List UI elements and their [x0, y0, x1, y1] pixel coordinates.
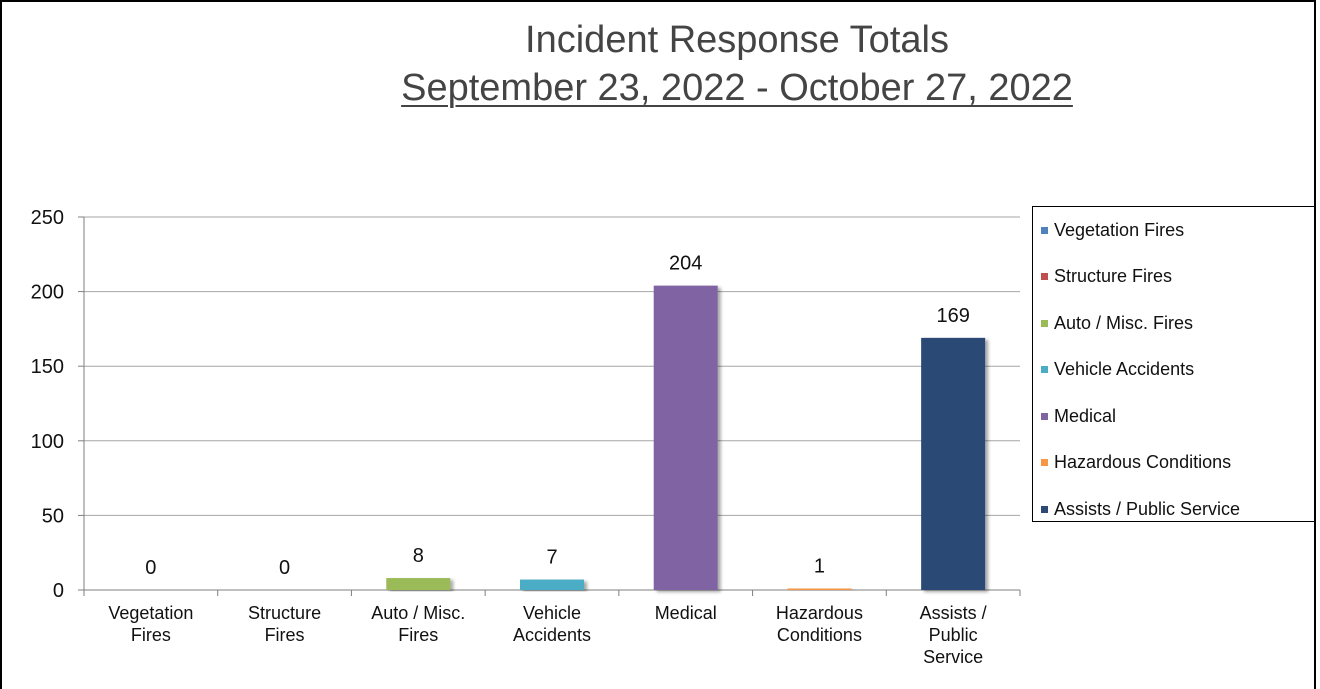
legend-label: Assists / Public Service: [1054, 498, 1241, 519]
legend-item: Auto / Misc. Fires: [1041, 312, 1193, 334]
x-tick-label: Structure: [248, 603, 321, 623]
y-tick-label: 50: [42, 505, 64, 527]
x-tick-label: Vegetation: [108, 603, 193, 623]
legend-label: Structure Fires: [1054, 266, 1173, 286]
x-tick-label: Medical: [655, 603, 717, 623]
legend-swatch: [1041, 459, 1048, 466]
x-tick-label: Fires: [398, 625, 438, 645]
y-tick-label: 0: [53, 580, 64, 602]
x-tick-label: Hazardous: [776, 603, 863, 623]
legend-item: Vegetation Fires: [1041, 219, 1184, 241]
bar: [386, 578, 451, 590]
x-tick-label: Conditions: [777, 625, 862, 645]
data-label: 0: [279, 557, 290, 579]
chart-title: Incident Response Totals: [525, 19, 949, 61]
y-tick-label: 150: [31, 356, 64, 378]
legend-item: Medical: [1041, 405, 1116, 427]
x-tick-label: Fires: [265, 625, 305, 645]
data-label: 8: [413, 545, 424, 567]
x-tick-label: Auto / Misc.: [371, 603, 465, 623]
legend-item: Hazardous Conditions: [1041, 452, 1231, 474]
legend-swatch: [1041, 226, 1048, 234]
legend-swatch: [1041, 319, 1048, 327]
legend-label: Hazardous Conditions: [1054, 452, 1232, 472]
bar: [520, 579, 584, 590]
x-tick-label: Service: [923, 647, 983, 667]
y-tick-label: 200: [31, 282, 64, 304]
chart-subtitle: September 23, 2022 - October 27, 2022: [2, 62, 1320, 114]
bar: [921, 337, 986, 590]
chart-legend: Vegetation Fires Structure Fires Auto / Mi…: [1032, 206, 1315, 522]
data-label: 204: [669, 253, 702, 275]
legend-item: Structure Fires: [1041, 266, 1172, 288]
data-label: 7: [546, 547, 557, 569]
x-tick-label: Assists /: [920, 603, 987, 623]
legend-item: Assists / Public Service: [1041, 498, 1240, 520]
legend-swatch: [1041, 366, 1048, 373]
x-tick-label: Fires: [131, 625, 171, 645]
legend-label: Auto / Misc. Fires: [1054, 312, 1194, 333]
legend-label: Medical: [1054, 405, 1117, 426]
legend-swatch: [1041, 273, 1048, 280]
legend-item: Vehicle Accidents: [1041, 359, 1194, 381]
x-tick-label: Accidents: [513, 625, 591, 645]
x-tick-label: Public: [929, 625, 978, 645]
data-label: 169: [936, 305, 969, 327]
data-label: 1: [814, 556, 825, 578]
x-tick-label: Vehicle: [523, 603, 581, 623]
legend-swatch: [1041, 505, 1048, 513]
bar: [787, 588, 852, 590]
chart-subtitle-text: September 23, 2022 - October 27, 2022: [401, 67, 1073, 109]
y-tick-label: 100: [31, 431, 64, 453]
bar: [653, 285, 718, 590]
legend-label: Vehicle Accidents: [1054, 359, 1195, 379]
y-tick-label: 250: [31, 207, 64, 229]
data-label: 0: [145, 557, 156, 579]
legend-swatch: [1041, 412, 1048, 420]
legend-label: Vegetation Fires: [1054, 219, 1185, 240]
